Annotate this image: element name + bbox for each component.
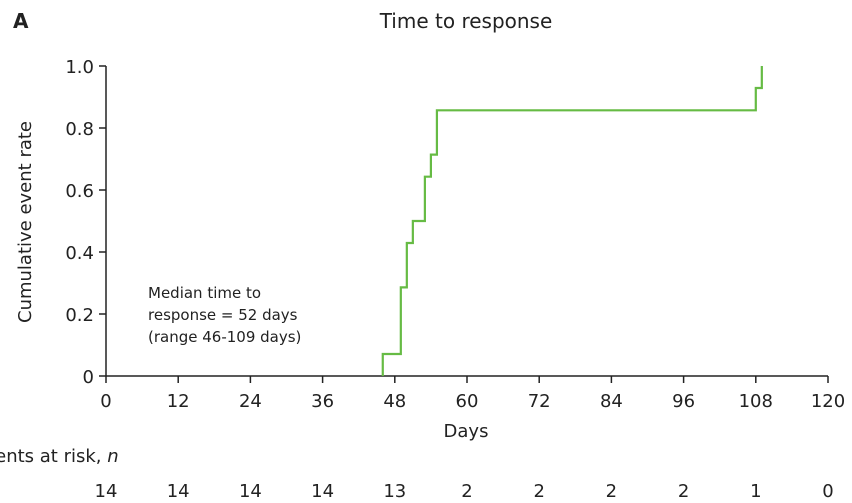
- y-tick-label: 0.4: [65, 243, 94, 264]
- x-tick-label: 96: [672, 391, 695, 412]
- x-axis-label: Days: [444, 421, 489, 442]
- x-tick-label: 120: [811, 391, 845, 412]
- y-axis-label: Cumulative event rate: [15, 121, 36, 323]
- at-risk-value: 1: [750, 481, 761, 502]
- at-risk-value: 2: [678, 481, 689, 502]
- at-risk-value: 13: [383, 481, 406, 502]
- at-risk-value: 14: [311, 481, 334, 502]
- y-tick-label: 0.2: [65, 305, 94, 326]
- x-tick-label: 48: [383, 391, 406, 412]
- panel-label: A: [13, 9, 29, 33]
- annotation-line: (range 46-109 days): [148, 328, 301, 346]
- at-risk-row: 14 14 14 14 13 2 2 2 2 1 0: [95, 481, 834, 502]
- annotation-line: response = 52 days: [148, 306, 298, 324]
- y-ticks: 0 0.2 0.4 0.6 0.8 1.0: [65, 57, 106, 388]
- at-risk-value: 2: [606, 481, 617, 502]
- at-risk-value: 0: [822, 481, 833, 502]
- y-tick-label: 0: [83, 367, 94, 388]
- x-tick-label: 72: [528, 391, 551, 412]
- x-ticks: 0 12 24 36 48 60 72 84 96 108 120: [100, 376, 845, 412]
- y-tick-label: 0.6: [65, 181, 94, 202]
- series-line: [381, 66, 763, 376]
- y-tick-label: 0.8: [65, 119, 94, 140]
- x-tick-label: 36: [311, 391, 334, 412]
- x-tick-label: 0: [100, 391, 111, 412]
- at-risk-value: 14: [167, 481, 190, 502]
- x-tick-label: 84: [600, 391, 623, 412]
- x-tick-label: 108: [739, 391, 773, 412]
- x-tick-label: 60: [456, 391, 479, 412]
- at-risk-value: 14: [239, 481, 262, 502]
- at-risk-value: 2: [533, 481, 544, 502]
- x-tick-label: 24: [239, 391, 262, 412]
- median-annotation: Median time to response = 52 days (range…: [148, 284, 302, 346]
- at-risk-value: 2: [461, 481, 472, 502]
- annotation-line: Median time to: [148, 284, 261, 302]
- series-group: [381, 65, 763, 376]
- at-risk-value: 14: [95, 481, 118, 502]
- x-tick-label: 12: [167, 391, 190, 412]
- chart-title: Time to response: [379, 9, 553, 33]
- at-risk-label: Patients at risk, n: [0, 446, 119, 467]
- y-tick-label: 1.0: [65, 57, 94, 78]
